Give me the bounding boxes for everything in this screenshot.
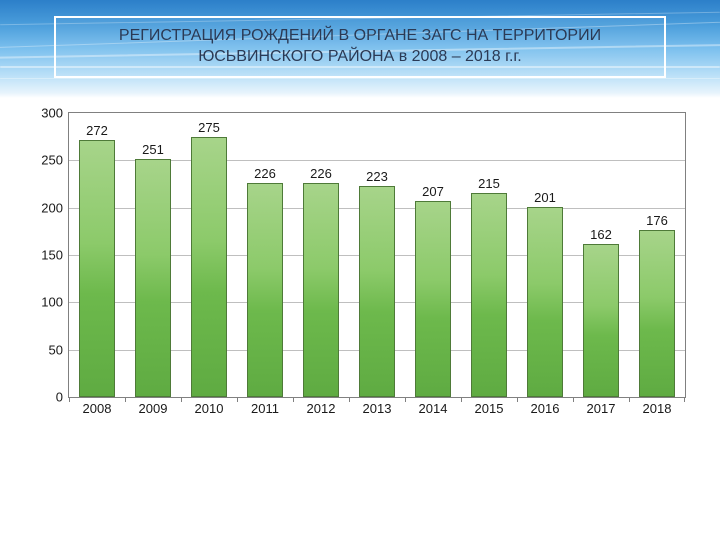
bar-slot: 226 [293,113,349,397]
y-axis-label: 0 [29,390,63,405]
bar: 275 [191,137,227,397]
bar: 207 [415,201,451,397]
bar-slot: 201 [517,113,573,397]
bar-value-label: 162 [590,227,612,242]
bar-value-label: 226 [254,166,276,181]
bar-value-label: 223 [366,169,388,184]
y-axis-label: 150 [29,248,63,263]
x-axis-label: 2013 [349,401,405,416]
bar-slot: 162 [573,113,629,397]
title-box: РЕГИСТРАЦИЯ РОЖДЕНИЙ В ОРГАНЕ ЗАГС НА ТЕ… [54,16,666,78]
x-axis-label: 2009 [125,401,181,416]
bar-slot: 215 [461,113,517,397]
bar-value-label: 207 [422,184,444,199]
x-axis-label: 2011 [237,401,293,416]
bar-slot: 176 [629,113,685,397]
x-axis-label: 2017 [573,401,629,416]
slide: РЕГИСТРАЦИЯ РОЖДЕНИЙ В ОРГАНЕ ЗАГС НА ТЕ… [0,0,720,540]
bar: 201 [527,207,563,397]
bar-value-label: 226 [310,166,332,181]
x-axis-label: 2010 [181,401,237,416]
bar: 251 [135,159,171,397]
bar-value-label: 272 [86,123,108,138]
page-title: РЕГИСТРАЦИЯ РОЖДЕНИЙ В ОРГАНЕ ЗАГС НА ТЕ… [66,26,654,68]
bar: 226 [247,183,283,397]
x-axis-label: 2012 [293,401,349,416]
y-axis-label: 300 [29,106,63,121]
bar-value-label: 251 [142,142,164,157]
x-axis-label: 2018 [629,401,685,416]
y-axis-label: 50 [29,342,63,357]
x-axis-label: 2014 [405,401,461,416]
x-axis-label: 2008 [69,401,125,416]
bar-slot: 226 [237,113,293,397]
chart-area: 0501001502002503002722008251200927520102… [24,112,696,432]
y-axis-label: 200 [29,200,63,215]
bar-slot: 223 [349,113,405,397]
bar-slot: 251 [125,113,181,397]
bar: 272 [79,140,115,397]
bar-slot: 275 [181,113,237,397]
bar: 226 [303,183,339,397]
y-axis-label: 250 [29,153,63,168]
bar-value-label: 176 [646,213,668,228]
bar: 176 [639,230,675,397]
bar-value-label: 201 [534,190,556,205]
bar: 223 [359,186,395,397]
x-axis-label: 2015 [461,401,517,416]
bar-value-label: 215 [478,176,500,191]
bar: 162 [583,244,619,397]
x-axis-label: 2016 [517,401,573,416]
bar-value-label: 275 [198,120,220,135]
bar-slot: 272 [69,113,125,397]
bar-slot: 207 [405,113,461,397]
plot-box: 0501001502002503002722008251200927520102… [68,112,686,398]
y-axis-label: 100 [29,295,63,310]
bar: 215 [471,193,507,397]
